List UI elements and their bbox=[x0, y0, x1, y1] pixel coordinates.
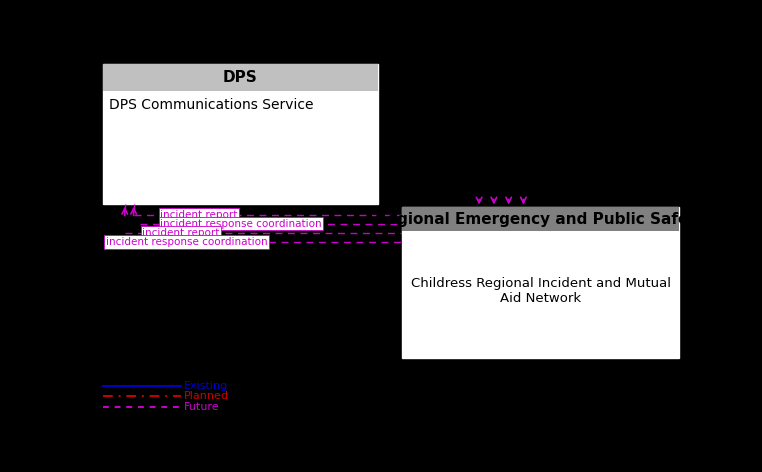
Text: Future: Future bbox=[184, 402, 219, 413]
Bar bbox=[402, 231, 679, 358]
Text: Planned: Planned bbox=[184, 391, 229, 402]
Text: DPS Communications Service: DPS Communications Service bbox=[109, 98, 313, 112]
Bar bbox=[103, 64, 377, 204]
Bar bbox=[103, 91, 377, 204]
Bar bbox=[402, 208, 679, 231]
Text: incident report: incident report bbox=[142, 228, 220, 238]
Bar bbox=[103, 64, 377, 91]
Text: incident response coordination: incident response coordination bbox=[160, 219, 322, 229]
Bar bbox=[402, 208, 679, 358]
Text: DPS: DPS bbox=[223, 70, 258, 85]
Text: Existing: Existing bbox=[184, 380, 228, 390]
Text: Regional Emergency and Public Safe...: Regional Emergency and Public Safe... bbox=[376, 212, 706, 227]
Text: Childress Regional Incident and Mutual
Aid Network: Childress Regional Incident and Mutual A… bbox=[411, 277, 671, 305]
Text: incident response coordination: incident response coordination bbox=[106, 237, 267, 247]
Text: incident report: incident report bbox=[160, 210, 238, 220]
